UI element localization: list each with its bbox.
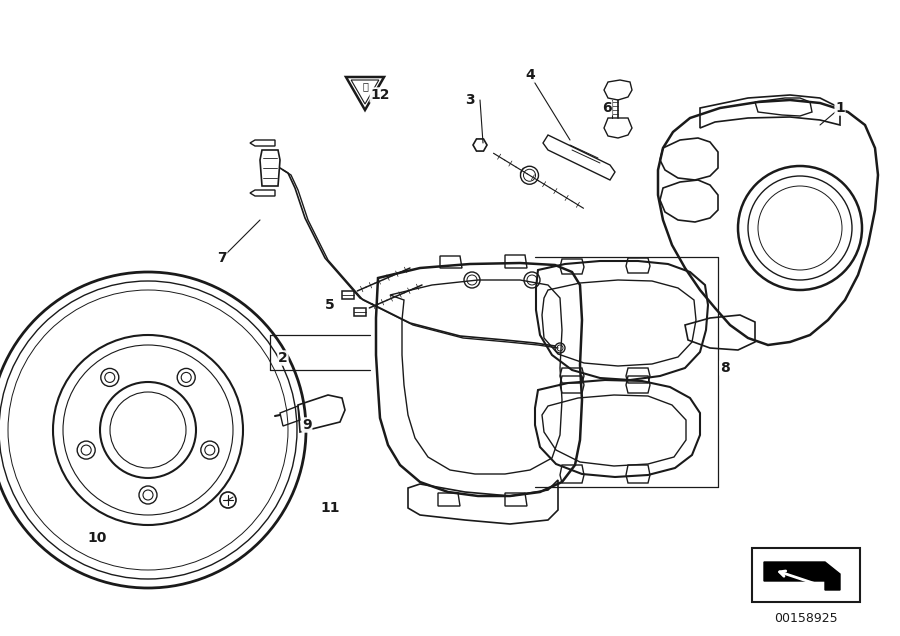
Text: 12: 12 <box>370 88 390 102</box>
Text: 7: 7 <box>217 251 227 265</box>
Text: 11: 11 <box>320 501 340 515</box>
Text: 00158925: 00158925 <box>774 611 838 625</box>
Text: 6: 6 <box>602 101 612 115</box>
Polygon shape <box>764 562 840 590</box>
Text: 10: 10 <box>87 531 107 545</box>
Text: 🔔: 🔔 <box>362 81 368 91</box>
Text: 8: 8 <box>720 361 730 375</box>
Text: 5: 5 <box>325 298 335 312</box>
Text: 4: 4 <box>525 68 535 82</box>
Text: 2: 2 <box>278 351 288 365</box>
Text: 9: 9 <box>302 418 311 432</box>
Bar <box>752 548 860 602</box>
Text: 1: 1 <box>835 101 845 115</box>
Text: 3: 3 <box>465 93 475 107</box>
